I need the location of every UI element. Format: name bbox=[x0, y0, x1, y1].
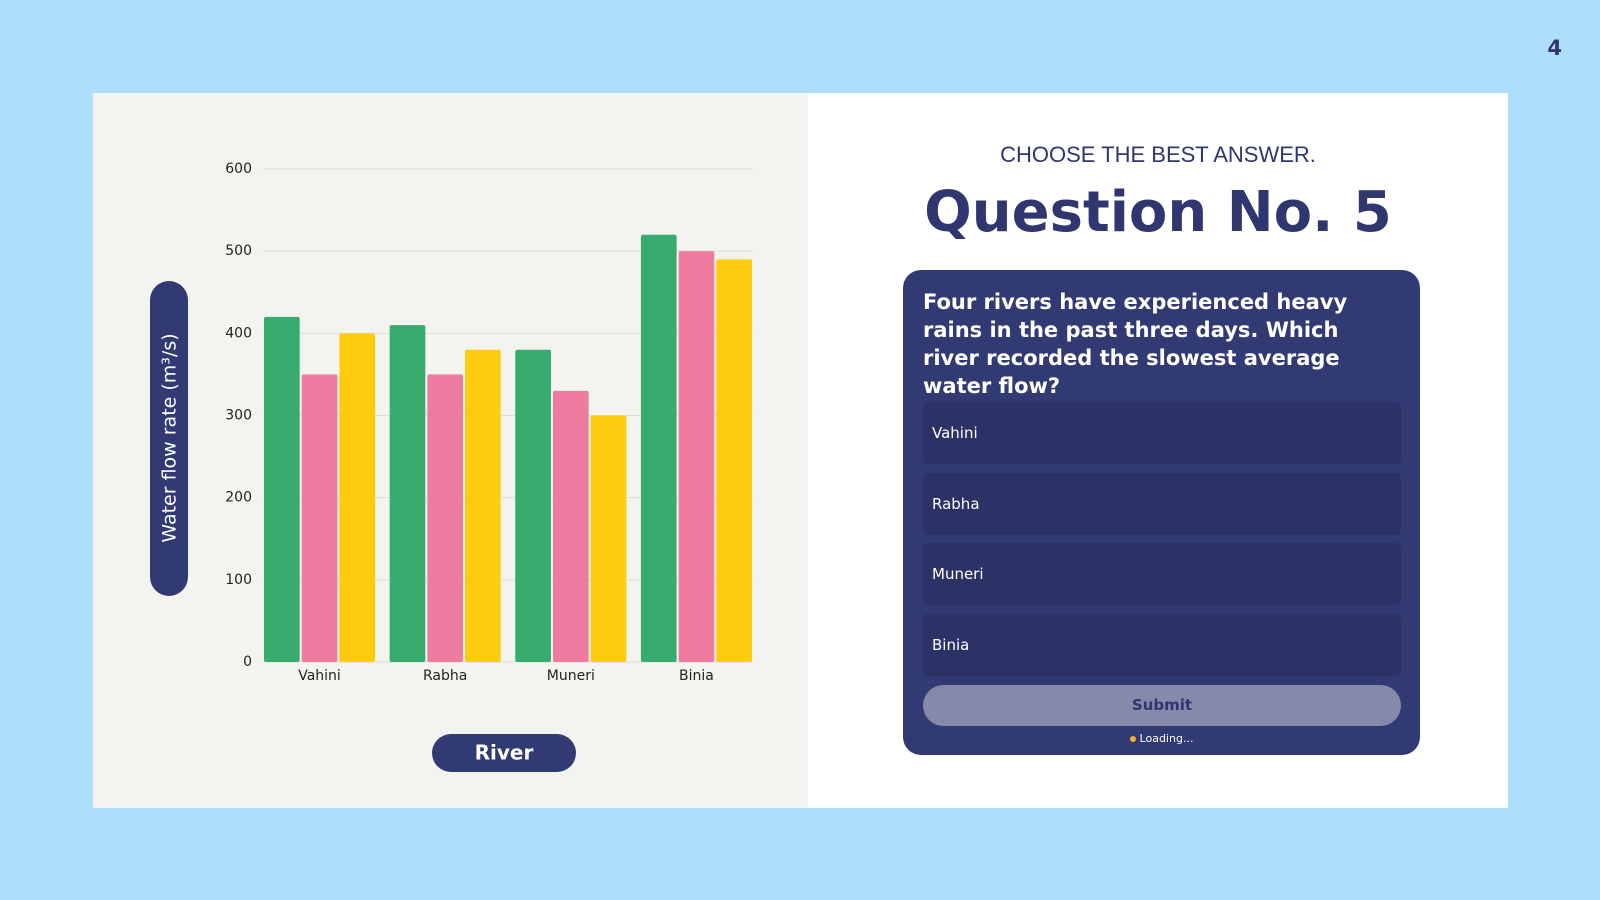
instruction: CHOOSE THE BEST ANSWER. bbox=[1000, 142, 1316, 167]
y-tick-label: 500 bbox=[225, 243, 252, 259]
submit-button[interactable]: Submit bbox=[923, 685, 1401, 726]
bar bbox=[389, 325, 426, 662]
y-axis-label: Water flow rate (m³/s) bbox=[159, 333, 181, 542]
question-text: Four rivers have experienced heavy rains… bbox=[923, 290, 1348, 398]
bar bbox=[552, 390, 589, 662]
y-label-pill bbox=[150, 281, 188, 596]
page-number: 4 bbox=[1547, 36, 1562, 60]
chart: Water flow rate (m³/s) River 0 100 200 300 4… bbox=[150, 161, 753, 772]
x-tick-label: Vahini bbox=[298, 668, 341, 684]
bar bbox=[515, 349, 551, 662]
bar bbox=[427, 374, 464, 662]
bar bbox=[716, 259, 752, 662]
y-tick-label: 100 bbox=[225, 572, 252, 588]
x-tick-label: Rabha bbox=[423, 668, 467, 684]
bar bbox=[339, 333, 376, 662]
x-axis-label: River bbox=[475, 741, 534, 765]
bar bbox=[640, 234, 677, 662]
y-tick-label: 400 bbox=[225, 325, 252, 341]
bar bbox=[465, 349, 501, 662]
x-tick-label: Binia bbox=[679, 668, 714, 684]
bar bbox=[590, 415, 627, 662]
answer-option[interactable]: Binia bbox=[923, 613, 1401, 676]
x-tick-label: Muneri bbox=[547, 668, 595, 684]
x-label-pill bbox=[432, 734, 576, 772]
answer-option[interactable]: Rabha bbox=[923, 472, 1401, 535]
y-tick-label: 200 bbox=[225, 490, 252, 506]
bar bbox=[301, 374, 338, 662]
y-tick-label: 600 bbox=[225, 161, 252, 177]
answer-option[interactable]: Muneri bbox=[923, 543, 1401, 605]
question-card: Four rivers have experienced heavy rains… bbox=[903, 270, 1420, 755]
loading-status: Loading... bbox=[903, 732, 1420, 745]
answer-option[interactable]: Vahini bbox=[923, 402, 1401, 464]
y-tick-label: 300 bbox=[225, 408, 252, 424]
question-title: Question No. 5 bbox=[924, 180, 1392, 245]
bar bbox=[264, 316, 300, 662]
bar bbox=[678, 251, 715, 662]
y-tick-label: 0 bbox=[243, 654, 252, 670]
